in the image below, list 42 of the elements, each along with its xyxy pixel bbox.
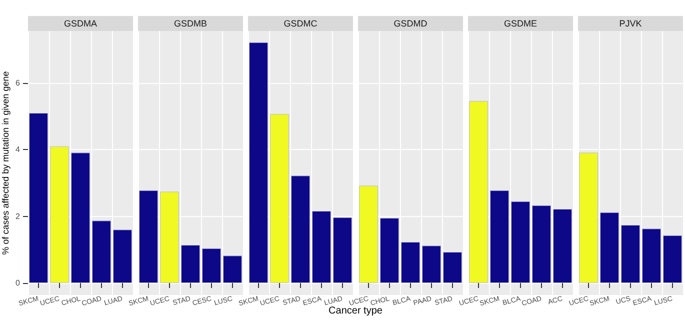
bar xyxy=(490,190,509,283)
bar xyxy=(270,114,289,283)
bar xyxy=(621,225,640,283)
y-tick-label: 0 xyxy=(16,278,21,288)
bar xyxy=(600,212,619,283)
bar xyxy=(511,201,530,283)
bar xyxy=(553,209,572,283)
bar xyxy=(532,205,551,283)
x-axis-title: Cancer type xyxy=(328,306,383,316)
bar xyxy=(291,176,310,283)
bar xyxy=(359,186,378,283)
bar xyxy=(380,218,399,283)
bar xyxy=(401,242,420,283)
chart-title: GSDMA xyxy=(64,18,98,28)
y-axis-title: % of cases affected by mutation in given gene xyxy=(0,71,10,255)
bar xyxy=(29,113,48,283)
y-tick-label: 6 xyxy=(16,78,21,88)
bar xyxy=(223,256,242,283)
bar xyxy=(443,252,462,283)
bar xyxy=(160,192,179,283)
chart-title: GSDMB xyxy=(174,18,208,28)
bar xyxy=(249,42,268,283)
chart-title: GSDMC xyxy=(284,18,318,28)
bar xyxy=(422,246,441,283)
bar xyxy=(113,230,132,283)
y-tick-label: 2 xyxy=(16,212,21,221)
bar xyxy=(642,228,661,283)
bar xyxy=(202,248,221,283)
bar xyxy=(579,152,598,283)
bar xyxy=(312,211,331,283)
chart-title: GSDME xyxy=(504,18,538,28)
bar xyxy=(469,101,488,283)
bar xyxy=(333,217,352,283)
bar xyxy=(50,146,69,283)
bar xyxy=(71,152,90,283)
bar xyxy=(181,245,200,283)
bar xyxy=(139,190,158,283)
chart-title: PJVK xyxy=(619,18,642,28)
chart-title: GSDMD xyxy=(394,18,428,28)
bar xyxy=(92,220,111,283)
bar xyxy=(663,235,682,283)
y-tick-label: 4 xyxy=(16,145,21,154)
